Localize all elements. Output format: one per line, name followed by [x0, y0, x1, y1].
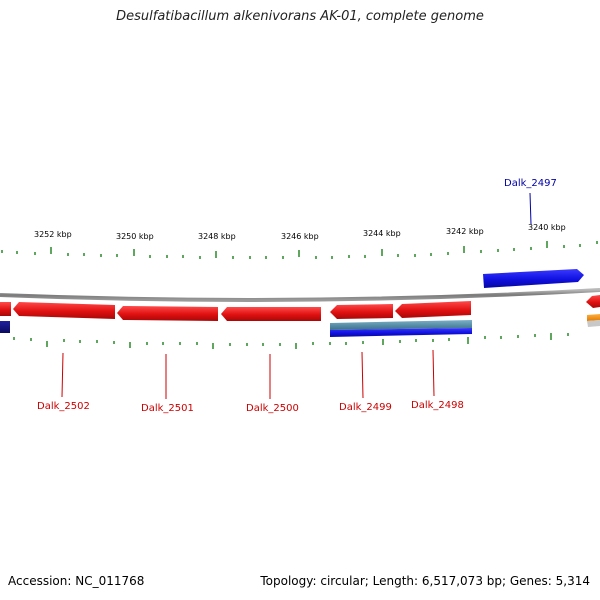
gene-label-dalk-2500: Dalk_2500 [246, 403, 299, 414]
gene-labels: Dalk_2497 Dalk_2502 Dalk_2501 Dalk_2500 … [37, 178, 557, 414]
gene-dalk-2501[interactable] [117, 306, 218, 321]
gene-dalk-2500[interactable] [221, 307, 321, 321]
scale-label: 3250 kbp [116, 232, 154, 241]
scale-label: 3244 kbp [363, 229, 401, 238]
scale-labels: 3252 kbp 3250 kbp 3248 kbp 3246 kbp 3244… [34, 223, 566, 241]
scale-ticks-bottom [13, 333, 569, 349]
gene-label-dalk-2502: Dalk_2502 [37, 401, 90, 412]
gene-partial-right-red[interactable] [586, 295, 600, 308]
label-leader-lines [61, 192, 532, 399]
gene-partial-left-navy[interactable] [0, 321, 10, 333]
rna-feature-left[interactable] [330, 320, 472, 330]
scale-label: 3242 kbp [446, 227, 484, 236]
gene-label-dalk-2497: Dalk_2497 [504, 178, 557, 189]
gene-dalk-2498[interactable] [395, 301, 471, 318]
gene-partial-right-grey [587, 320, 600, 327]
scale-label: 3246 kbp [281, 232, 319, 241]
rna-feature-left-navy[interactable] [330, 328, 472, 337]
scale-label: 3252 kbp [34, 230, 72, 239]
gene-dalk-2497[interactable] [483, 269, 584, 288]
gene-dalk-2499[interactable] [330, 304, 393, 319]
topology-label: Topology: circular; Length: 6,517,073 bp… [260, 574, 590, 588]
map-title: Desulfatibacillum alkenivorans AK-01, co… [116, 9, 484, 24]
gene-label-dalk-2499: Dalk_2499 [339, 402, 392, 413]
gene-dalk-2502[interactable] [13, 302, 115, 319]
scale-label: 3248 kbp [198, 232, 236, 241]
scale-label: 3240 kbp [528, 223, 566, 232]
gene-label-dalk-2498: Dalk_2498 [411, 400, 464, 411]
scale-ticks-top [1, 241, 598, 259]
gene-label-dalk-2501: Dalk_2501 [141, 403, 194, 414]
genome-backbone [0, 288, 600, 302]
accession-label: Accession: NC_011768 [8, 574, 145, 588]
gene-partial-left[interactable] [0, 302, 11, 316]
gene-partial-right-orange[interactable] [587, 314, 600, 321]
